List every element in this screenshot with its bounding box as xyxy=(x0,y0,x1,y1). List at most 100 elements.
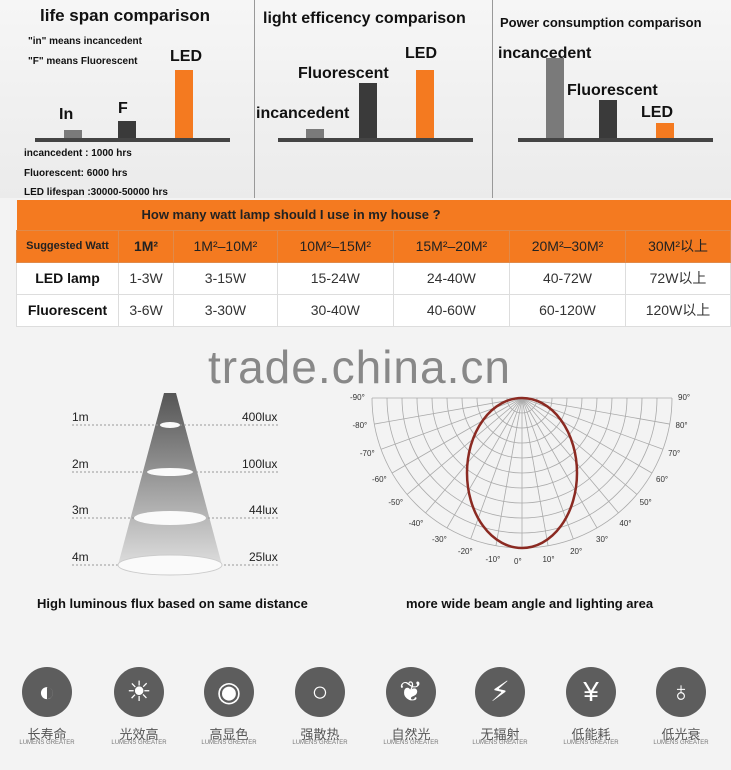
header-cell: 15M²–20M² xyxy=(392,229,510,263)
lux-value: 100lux xyxy=(242,457,278,471)
feature-sublabel: LUMENS GREATER xyxy=(292,740,348,746)
grid-ray xyxy=(406,397,523,495)
bar-incandescent xyxy=(546,58,564,140)
feature-label: 高显色 xyxy=(209,727,249,742)
row-label: LED lamp xyxy=(16,261,119,295)
leaf-icon: ❦ xyxy=(386,667,436,717)
beam-caption: more wide beam angle and lighting area xyxy=(406,596,654,611)
header-cell: Suggested Watt xyxy=(16,229,119,263)
cell: 24-40W xyxy=(392,261,510,295)
efficiency-title: light efficency comparison xyxy=(263,10,466,27)
lifespan-title: life span comparison xyxy=(40,6,211,25)
angle-label: -70° xyxy=(359,449,375,459)
lifespan-note-in: "in" means incancedent xyxy=(28,36,142,47)
grid-ray xyxy=(446,397,523,529)
lifespan-panel: life span comparison "in" means incanced… xyxy=(0,0,255,198)
angle-label: -90° xyxy=(350,393,365,402)
feature-sublabel: LUMENS GREATER xyxy=(111,740,167,746)
cell: 40-60W xyxy=(392,293,510,327)
cell: 30-40W xyxy=(276,293,394,327)
angle-label: 90° xyxy=(678,393,691,402)
cell: 3-30W xyxy=(173,293,278,327)
power-title: Power consumption comparison xyxy=(500,15,702,30)
grid-ray xyxy=(380,397,523,450)
feature-sublabel: LUMENS GREATER xyxy=(19,740,75,746)
bar-led xyxy=(175,70,193,140)
angle-label: 30° xyxy=(596,535,609,545)
angle-label: 0° xyxy=(514,557,522,566)
cell: 72W以上 xyxy=(625,261,731,295)
ring-icon: ○ xyxy=(295,667,345,717)
lux-caption: High luminous flux based on same distanc… xyxy=(37,596,308,611)
lifespan-note-f: "F" means Fluorescent xyxy=(28,56,138,67)
bar-fluorescent xyxy=(118,121,136,140)
cell: 120W以上 xyxy=(625,293,731,327)
grid-ray xyxy=(521,397,549,546)
header-cell: 10M²–15M² xyxy=(276,229,394,263)
feature-label: 光效高 xyxy=(119,727,159,742)
feature-sublabel: LUMENS GREATER xyxy=(563,740,619,746)
light-cone-diagram xyxy=(72,393,280,576)
angle-label: -60° xyxy=(371,475,387,484)
cell: 3-15W xyxy=(173,261,278,295)
grid-ray xyxy=(391,397,523,474)
bar-incandescent xyxy=(306,129,324,140)
efficiency-panel: light efficency comparison incancedent F… xyxy=(255,0,493,198)
bar-led xyxy=(656,123,674,140)
cell: 60-120W xyxy=(508,293,627,327)
lux-value: 25lux xyxy=(249,550,278,564)
angle-label: 40° xyxy=(619,518,632,528)
grid-ray xyxy=(521,397,638,495)
angle-label: -80° xyxy=(352,421,368,431)
feature-label: 低能耗 xyxy=(571,727,611,742)
header-cell: 1M² xyxy=(117,229,175,263)
feature-sublabel: LUMENS GREATER xyxy=(383,740,439,746)
table-row: Fluorescent 3-6W 3-30W 30-40W 40-60W 60-120W… xyxy=(16,293,731,327)
bulb-icon: ♁ xyxy=(656,667,706,717)
feature-sublabel: LUMENS GREATER xyxy=(653,740,709,746)
yin-yang-icon: ◐ xyxy=(22,667,72,717)
baseline xyxy=(35,138,230,142)
beam-pattern xyxy=(465,396,579,550)
table-header-row: Suggested Watt 1M² 1M²–10M² 10M²–15M² 15… xyxy=(16,229,731,263)
label-fluorescent: Fluorescent xyxy=(298,65,389,82)
feature-sublabel: LUMENS GREATER xyxy=(201,740,257,746)
baseline xyxy=(518,138,713,142)
angle-label: 70° xyxy=(668,449,681,459)
feature-label: 低光衰 xyxy=(661,727,701,742)
label-led: LED xyxy=(170,48,202,65)
angle-label: -20° xyxy=(457,547,473,557)
sun-icon: ☀ xyxy=(114,667,164,717)
label-incandescent: incancedent xyxy=(256,105,350,122)
beam-angle-diagram xyxy=(371,396,673,550)
grid-ray xyxy=(521,397,574,540)
lux-value: 400lux xyxy=(242,410,278,424)
grid-ray xyxy=(521,397,619,514)
angle-label: 80° xyxy=(675,421,688,431)
grid-ray xyxy=(425,397,523,514)
label-fluorescent: Fluorescent xyxy=(567,82,658,99)
baseline xyxy=(278,138,473,142)
power-panel: Power consumption comparison incancedent… xyxy=(493,0,731,198)
grid-ray xyxy=(521,397,653,474)
fade-overlay xyxy=(0,328,731,388)
table-row: LED lamp 1-3W 3-15W 15-24W 24-40W 40-72W 72W以… xyxy=(16,261,731,295)
distance-label: 3m xyxy=(72,503,89,517)
table-title: How many watt lamp should I use in my ho… xyxy=(16,200,731,230)
lightning-icon: ⚡ xyxy=(475,667,525,717)
watermark: trade.china.cn xyxy=(208,341,511,393)
angle-label: 50° xyxy=(639,498,652,508)
grid-ray xyxy=(521,397,598,529)
feature-label: 无辐射 xyxy=(480,727,520,742)
angle-label: -30° xyxy=(432,535,447,545)
angle-label: 60° xyxy=(656,475,669,484)
grid-ray xyxy=(521,397,670,425)
angle-label: -50° xyxy=(388,498,404,508)
lux-value: 44lux xyxy=(249,503,278,517)
angle-label: 10° xyxy=(542,554,555,564)
label-incandescent: incancedent xyxy=(498,45,592,62)
light-cone xyxy=(118,393,222,565)
header-cell: 30M²以上 xyxy=(625,229,731,263)
row-label: Fluorescent xyxy=(16,293,119,327)
grid-ray xyxy=(495,397,523,546)
